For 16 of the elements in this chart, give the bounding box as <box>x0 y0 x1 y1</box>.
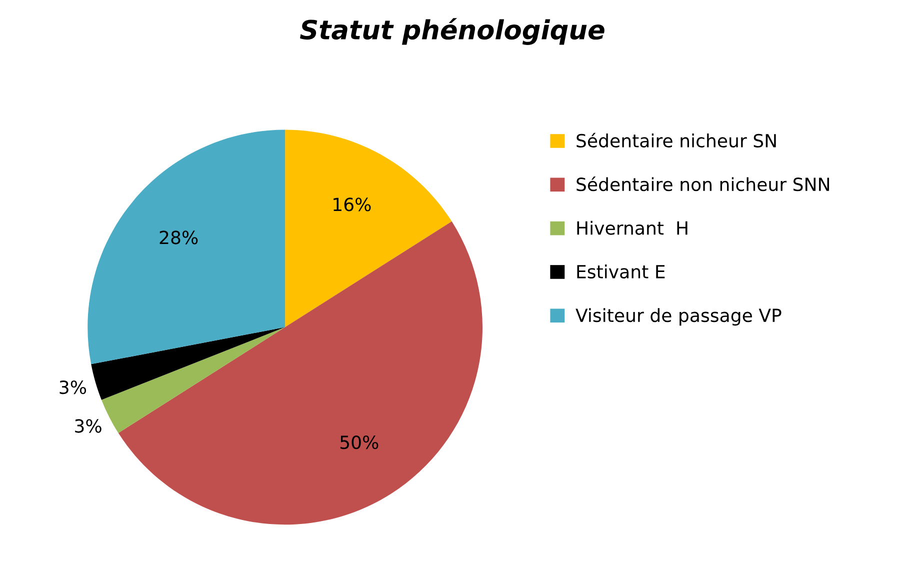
data-label: 3% <box>60 380 86 394</box>
legend-label: Sédentaire nicheur SN <box>576 132 776 148</box>
pie-slice <box>118 221 482 525</box>
pie-slice <box>101 327 286 433</box>
pie-slice <box>91 327 286 400</box>
data-label: 50% <box>340 435 378 450</box>
legend-label: Sédentaire non nicheur SNN <box>576 176 830 192</box>
data-label: 28% <box>160 230 198 244</box>
legend-label: Estivant E <box>577 264 665 278</box>
pie-slice <box>88 130 286 364</box>
pie-slice <box>285 130 452 328</box>
data-label: 3% <box>75 419 102 433</box>
legend-label: Hivernant H <box>577 220 688 235</box>
legend-label: Visiteur de passage VP <box>576 308 782 326</box>
chart-title: Statut phénologique <box>300 18 604 45</box>
data-label: 16% <box>334 198 371 212</box>
